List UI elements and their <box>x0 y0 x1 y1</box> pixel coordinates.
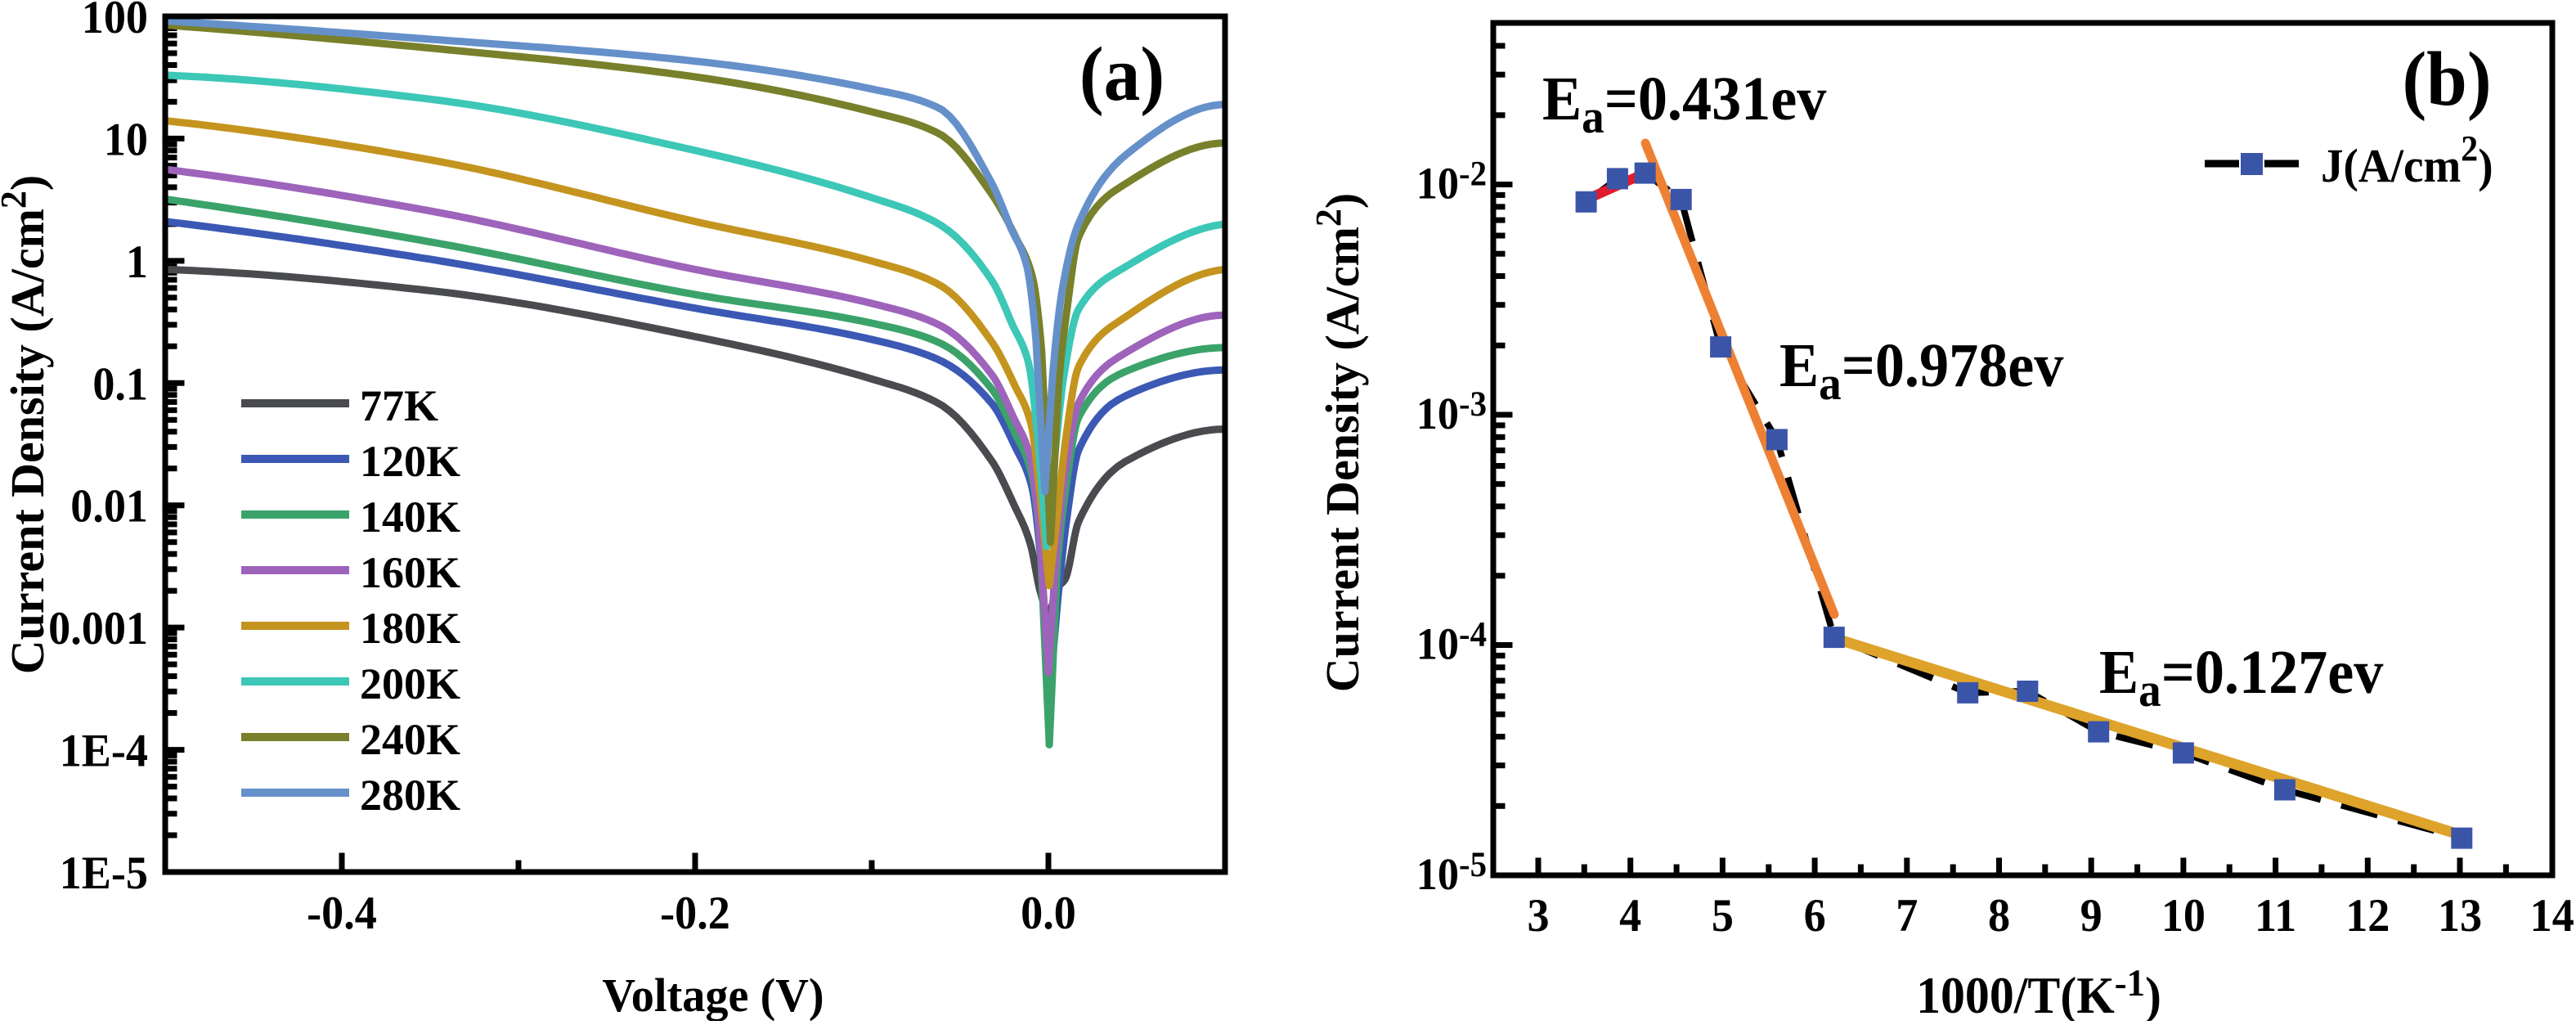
svg-text:100: 100 <box>82 0 148 43</box>
svg-text:12: 12 <box>2345 890 2390 942</box>
svg-text:10-2: 10-2 <box>1416 155 1487 209</box>
svg-text:(a): (a) <box>1079 31 1165 117</box>
svg-text:0.1: 0.1 <box>92 358 148 411</box>
svg-text:120K: 120K <box>360 437 460 486</box>
svg-text:140K: 140K <box>360 492 460 542</box>
svg-text:160K: 160K <box>360 548 460 597</box>
svg-text:3: 3 <box>1527 890 1549 942</box>
svg-text:(b): (b) <box>2402 36 2491 122</box>
svg-text:10-3: 10-3 <box>1416 385 1487 438</box>
svg-text:10: 10 <box>2161 890 2206 942</box>
svg-text:0.0: 0.0 <box>1021 888 1076 940</box>
svg-text:Current Density (A/cm2): Current Density (A/cm2) <box>1308 193 1369 692</box>
svg-text:14: 14 <box>2530 890 2574 942</box>
svg-text:Current Density (A/cm2): Current Density (A/cm2) <box>0 175 54 674</box>
svg-text:5: 5 <box>1712 890 1734 942</box>
svg-text:1E-5: 1E-5 <box>60 847 148 900</box>
svg-text:7: 7 <box>1896 890 1918 942</box>
svg-text:-0.2: -0.2 <box>660 888 730 940</box>
svg-text:180K: 180K <box>360 604 460 653</box>
svg-text:Voltage (V): Voltage (V) <box>602 969 824 1021</box>
svg-text:200K: 200K <box>360 659 460 708</box>
svg-text:77K: 77K <box>360 381 438 430</box>
svg-text:0.01: 0.01 <box>70 480 148 533</box>
svg-text:11: 11 <box>2255 890 2296 942</box>
svg-text:280K: 280K <box>360 771 460 820</box>
svg-text:1000/T(K-1): 1000/T(K-1) <box>1916 961 2161 1021</box>
svg-text:8: 8 <box>1988 890 2010 942</box>
svg-text:240K: 240K <box>360 715 460 764</box>
svg-text:10: 10 <box>104 114 148 166</box>
svg-text:6: 6 <box>1804 890 1826 942</box>
svg-text:9: 9 <box>2080 890 2103 942</box>
svg-text:0.001: 0.001 <box>48 603 148 655</box>
svg-text:13: 13 <box>2438 890 2482 942</box>
svg-text:-0.4: -0.4 <box>307 888 377 940</box>
svg-text:1: 1 <box>126 236 148 289</box>
svg-text:1E-4: 1E-4 <box>60 725 148 777</box>
svg-text:4: 4 <box>1619 890 1641 942</box>
